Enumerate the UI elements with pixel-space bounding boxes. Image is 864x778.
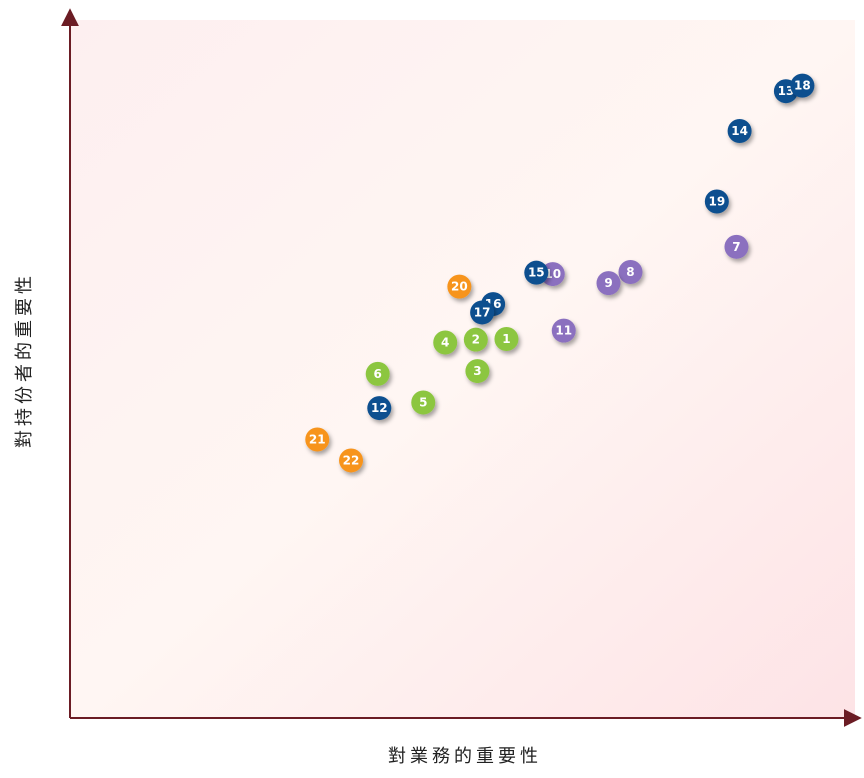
plot-background [70,20,855,718]
data-point-18: 18 [790,73,815,98]
point-label: 12 [371,401,388,415]
data-point-21: 21 [305,427,330,452]
point-label: 18 [794,79,811,93]
data-point-2: 2 [463,327,488,352]
data-point-6: 6 [365,361,390,386]
point-label: 5 [419,396,427,410]
point-marker [339,448,364,473]
point-label: 19 [708,194,725,208]
point-marker [433,330,458,355]
point-marker [470,300,495,325]
point-label: 11 [555,324,572,338]
point-label: 15 [528,266,545,280]
point-label: 2 [472,333,480,347]
point-marker [727,118,752,143]
point-label: 3 [473,364,481,378]
data-point-15: 15 [524,260,549,285]
data-point-14: 14 [727,118,752,143]
point-marker [704,189,729,214]
point-label: 4 [441,335,449,349]
data-point-1: 1 [494,326,519,351]
point-marker [524,260,549,285]
point-label: 6 [374,367,382,381]
data-point-3: 3 [465,359,490,384]
data-point-4: 4 [433,330,458,355]
point-marker [494,326,519,351]
point-label: 1 [502,332,510,346]
data-point-5: 5 [411,390,436,415]
point-label: 21 [309,432,326,446]
point-marker [305,427,330,452]
x-axis-label: 對業務的重要性 [388,746,542,767]
point-marker [596,271,621,296]
point-label: 14 [731,124,748,138]
point-label: 9 [604,276,612,290]
data-point-9: 9 [596,271,621,296]
data-point-20: 20 [447,274,472,299]
y-axis-label: 對持份者的重要性 [14,272,35,448]
data-point-7: 7 [724,234,749,259]
data-point-12: 12 [367,396,392,421]
point-marker [367,396,392,421]
point-marker [790,73,815,98]
point-marker [465,359,490,384]
data-point-19: 19 [704,189,729,214]
data-point-17: 17 [470,300,495,325]
point-label: 8 [626,265,634,279]
point-label: 17 [474,305,491,319]
data-point-11: 11 [551,318,576,343]
point-marker [551,318,576,343]
point-label: 22 [343,453,360,467]
point-label: 20 [451,280,468,294]
point-marker [447,274,472,299]
point-marker [724,234,749,259]
point-marker [618,259,643,284]
point-marker [411,390,436,415]
point-label: 7 [732,240,740,254]
point-marker [365,361,390,386]
data-point-8: 8 [618,259,643,284]
point-label: 10 [544,267,561,281]
point-label: 13 [778,84,795,98]
data-point-22: 22 [339,448,364,473]
point-marker [463,327,488,352]
